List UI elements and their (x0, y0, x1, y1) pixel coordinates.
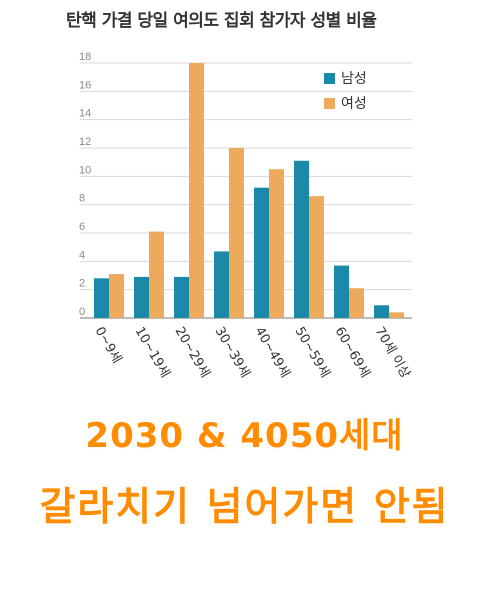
x-tick-label: 30~39세 (212, 325, 253, 381)
bar-male (94, 278, 109, 318)
y-tick-label: 2 (79, 278, 85, 290)
y-tick-label: 16 (79, 79, 91, 91)
bar-female (189, 63, 204, 318)
bar-female (229, 148, 244, 318)
bar-male (374, 305, 389, 318)
bar-male (174, 276, 189, 318)
bar-female (269, 169, 284, 318)
caption-line-1: 2030 & 4050세대 (85, 416, 404, 456)
bar-female (109, 274, 124, 318)
bars (94, 63, 404, 318)
legend-label: 남성 (341, 71, 367, 87)
bar-male (254, 187, 269, 318)
bar-male (134, 276, 149, 318)
legend-label: 여성 (341, 96, 367, 112)
x-tick-label: 50~59세 (292, 325, 333, 381)
x-tick-label: 0~9세 (92, 325, 125, 367)
y-tick-label: 12 (79, 136, 91, 148)
bar-male (334, 265, 349, 318)
x-tick-label: 70세 이상 (372, 325, 413, 382)
x-tick-label: 20~29세 (172, 325, 213, 381)
y-tick-label: 10 (79, 164, 91, 176)
legend-swatch (324, 98, 335, 109)
y-tick-label: 14 (79, 108, 91, 120)
x-tick-label: 10~19세 (132, 325, 173, 381)
bar-male (294, 160, 309, 318)
bar-female (389, 312, 404, 318)
bar-female (349, 288, 364, 318)
y-tick-label: 0 (79, 306, 85, 318)
x-tick-label: 60~69세 (332, 325, 373, 381)
bar-male (214, 251, 229, 318)
y-tick-label: 8 (79, 193, 85, 205)
legend-swatch (324, 73, 335, 84)
caption-line-2: 갈라치기 넘어가면 안됨 (39, 485, 450, 530)
chart-title: 탄핵 가결 당일 여의도 집회 참가자 성별 비율 (66, 11, 377, 31)
y-tick-label: 18 (79, 51, 91, 63)
bar-female (149, 231, 164, 318)
bar-female (309, 196, 324, 318)
x-tick-label: 40~49세 (252, 325, 293, 381)
y-tick-label: 6 (79, 221, 85, 233)
y-tick-label: 4 (79, 249, 85, 261)
